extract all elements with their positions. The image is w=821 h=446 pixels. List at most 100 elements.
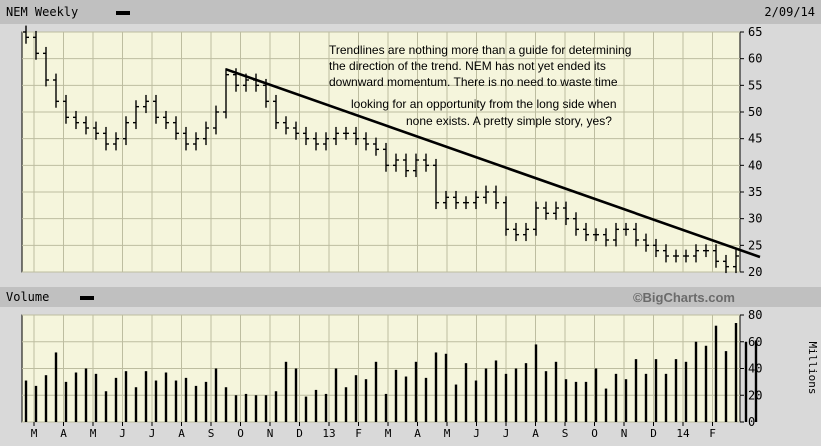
price-tick-label: 40 [748, 158, 762, 172]
volume-bar [684, 361, 688, 422]
price-bars [23, 25, 739, 274]
month-tick-label: J [149, 427, 156, 440]
ticker-label: NEM Weekly [6, 5, 78, 19]
volume-bar [354, 375, 358, 422]
price-grid [22, 31, 740, 273]
price-bar [543, 201, 549, 220]
volume-bar [654, 359, 658, 422]
volume-bar [234, 395, 238, 422]
price-bar [663, 244, 669, 263]
price-bar [423, 153, 429, 172]
volume-bar [664, 373, 668, 422]
volume-tick-label: 0 [748, 415, 755, 429]
volume-bar [184, 377, 188, 422]
volume-bar [164, 372, 168, 422]
price-bar [493, 185, 499, 210]
volume-bar [464, 363, 468, 422]
annotation-line: downward momentum. There is no need to w… [329, 75, 618, 89]
month-tick-label: J [503, 427, 510, 440]
volume-tick-label: 40 [748, 362, 762, 376]
month-tick-label: O [237, 427, 244, 440]
month-tick-label: N [621, 427, 628, 440]
price-bar [33, 30, 39, 60]
price-bar [733, 249, 739, 274]
volume-bar [744, 341, 748, 422]
volume-bar [264, 395, 268, 422]
price-bar [593, 228, 599, 242]
price-tick-label: 50 [748, 105, 762, 119]
volume-bar [714, 325, 718, 422]
volume-bar [54, 352, 58, 422]
price-bar [273, 94, 279, 130]
volume-bar [394, 369, 398, 422]
volume-bar [674, 359, 678, 422]
price-bar [503, 196, 509, 236]
price-bar [583, 222, 589, 242]
volume-bar [704, 345, 708, 422]
price-bar [563, 201, 569, 226]
month-tick-label: A [178, 427, 185, 440]
annotation-line: none exists. A pretty simple story, yes? [406, 114, 612, 128]
volume-tick-label: 80 [748, 308, 762, 322]
price-bar [103, 126, 109, 151]
trendline [225, 68, 761, 259]
price-bar [373, 137, 379, 156]
price-bar [153, 94, 159, 124]
volume-bar [564, 379, 568, 422]
price-bar [433, 158, 439, 210]
price-bar [653, 238, 659, 258]
price-bar [463, 196, 469, 210]
volume-bar [144, 371, 148, 422]
volume-tick-label: 20 [748, 388, 762, 402]
price-bar [63, 94, 69, 124]
brand-watermark: ©BigCharts.com [633, 290, 735, 305]
price-bar [723, 254, 729, 274]
volume-bar [194, 385, 198, 422]
price-bar [343, 126, 349, 140]
price-tick-label: 65 [748, 25, 762, 39]
volume-bar [274, 391, 278, 422]
month-tick-label: F [355, 427, 362, 440]
annotation-line: looking for an opportunity from the long… [351, 97, 617, 111]
price-bar [223, 68, 229, 119]
volume-bar [294, 368, 298, 422]
volume-bar [524, 363, 528, 422]
month-tick-label: M [385, 427, 392, 440]
price-bar [83, 116, 89, 135]
volume-bar [644, 373, 648, 422]
price-tick-label: 25 [748, 238, 762, 252]
price-bar [713, 244, 719, 268]
volume-bar [94, 373, 98, 422]
month-tick-label: J [473, 427, 480, 440]
price-bar [643, 233, 649, 252]
volume-bar [374, 361, 378, 422]
volume-bar [344, 387, 348, 422]
volume-axis-label: Millions [806, 342, 819, 395]
volume-bar [114, 377, 118, 422]
price-bar [143, 94, 149, 114]
price-tick-label: 45 [748, 132, 762, 146]
price-bar [533, 201, 539, 236]
price-bar [383, 142, 389, 172]
price-tick-label: 55 [748, 78, 762, 92]
month-tick-label: N [267, 427, 274, 440]
volume-label: Volume [6, 290, 49, 304]
price-bar [683, 249, 689, 263]
month-tick-label: A [60, 427, 67, 440]
volume-panel: 0 20 40 60 80 Millions [21, 308, 819, 429]
volume-bar [624, 379, 628, 422]
ticker-legend-swatch [116, 11, 130, 15]
volume-bar [284, 361, 288, 422]
price-bar [693, 244, 699, 263]
price-bar [123, 116, 129, 146]
month-tick-label: A [414, 427, 421, 440]
month-tick-label: M [31, 427, 38, 440]
volume-bar [24, 380, 28, 422]
price-bar [603, 228, 609, 247]
volume-bar [504, 373, 508, 422]
volume-bar [424, 377, 428, 422]
volume-bar [154, 380, 158, 422]
price-bar [43, 46, 49, 87]
volume-bar [494, 360, 498, 422]
volume-bars [24, 323, 758, 422]
